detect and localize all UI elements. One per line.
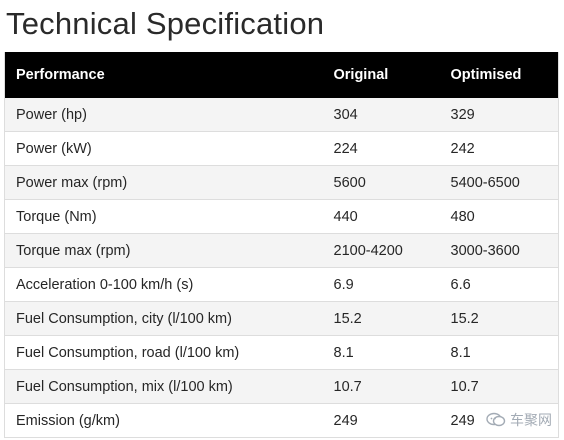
optimised-value: 329 [439, 98, 559, 132]
table-body: Power (hp) 304 329 Power (kW) 224 242 Po… [4, 98, 559, 438]
table-header: Performance Original Optimised [4, 52, 559, 98]
original-value: 224 [322, 131, 440, 166]
table-row: Acceleration 0-100 km/h (s) 6.9 6.6 [4, 267, 559, 302]
column-header-original: Original [322, 52, 440, 98]
header-row: Performance Original Optimised [4, 52, 559, 98]
row-label: Power max (rpm) [4, 165, 323, 200]
table-row: Torque (Nm) 440 480 [4, 199, 559, 234]
table-row: Power (kW) 224 242 [4, 131, 559, 166]
spec-table: Performance Original Optimised Power (hp… [4, 52, 559, 438]
original-value: 15.2 [322, 301, 440, 336]
original-value: 8.1 [322, 335, 440, 370]
optimised-value: 480 [439, 199, 559, 234]
watermark: 车聚网 [486, 410, 552, 430]
table-row: Power max (rpm) 5600 5400-6500 [4, 165, 559, 200]
chat-bubble-icon [486, 412, 506, 428]
table-row: Emission (g/km) 249 249 [4, 403, 559, 438]
table-row: Fuel Consumption, road (l/100 km) 8.1 8.… [4, 335, 559, 370]
original-value: 304 [322, 98, 440, 132]
row-label: Torque max (rpm) [4, 233, 323, 268]
optimised-value: 5400-6500 [439, 165, 559, 200]
optimised-value: 249 [439, 403, 559, 438]
table-row: Torque max (rpm) 2100-4200 3000-3600 [4, 233, 559, 268]
watermark-text: 车聚网 [510, 412, 552, 428]
original-value: 249 [322, 403, 440, 438]
optimised-value: 6.6 [439, 267, 559, 302]
optimised-value: 242 [439, 131, 559, 166]
row-label: Power (kW) [4, 131, 323, 166]
optimised-value: 8.1 [439, 335, 559, 370]
row-label: Fuel Consumption, city (l/100 km) [4, 301, 323, 336]
optimised-value: 10.7 [439, 369, 559, 404]
original-value: 440 [322, 199, 440, 234]
row-label: Emission (g/km) [4, 403, 323, 438]
column-header-optimised: Optimised [439, 52, 559, 98]
optimised-value: 15.2 [439, 301, 559, 336]
original-value: 5600 [322, 165, 440, 200]
column-header-performance: Performance [4, 52, 323, 98]
original-value: 2100-4200 [322, 233, 440, 268]
table-row: Fuel Consumption, mix (l/100 km) 10.7 10… [4, 369, 559, 404]
original-value: 10.7 [322, 369, 440, 404]
original-value: 6.9 [322, 267, 440, 302]
table-row: Fuel Consumption, city (l/100 km) 15.2 1… [4, 301, 559, 336]
optimised-value: 3000-3600 [439, 233, 559, 268]
table-row: Power (hp) 304 329 [4, 98, 559, 132]
row-label: Acceleration 0-100 km/h (s) [4, 267, 323, 302]
row-label: Fuel Consumption, mix (l/100 km) [4, 369, 323, 404]
page-title: Technical Specification [6, 6, 325, 41]
row-label: Torque (Nm) [4, 199, 323, 234]
row-label: Fuel Consumption, road (l/100 km) [4, 335, 323, 370]
row-label: Power (hp) [4, 98, 323, 132]
